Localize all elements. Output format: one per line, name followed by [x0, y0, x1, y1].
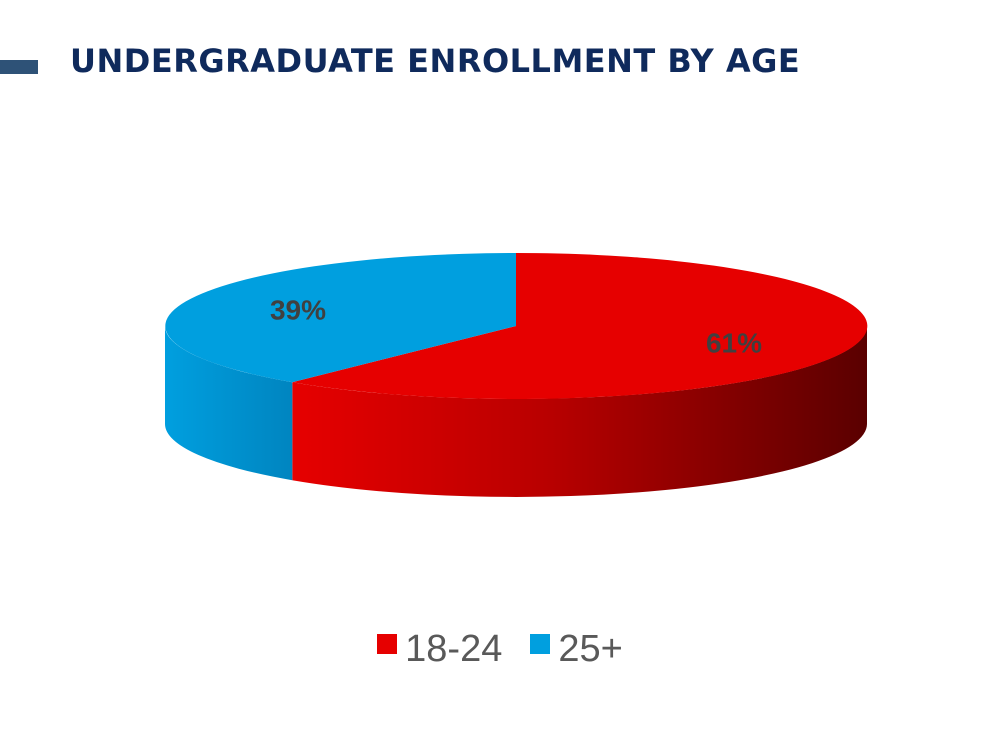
legend-swatch-18-24	[377, 633, 398, 654]
title-accent-bar	[0, 60, 38, 74]
legend-item-18-24: 18-24	[377, 628, 502, 671]
data-label-25-plus: 39%	[270, 295, 326, 326]
legend-swatch-25-plus	[530, 633, 551, 654]
pie-slice-25-plus	[165, 253, 516, 383]
pie-side-25-plus	[165, 326, 293, 481]
chart-legend: 18-24 25+	[0, 628, 1000, 671]
pie-slice-18-24	[292, 252, 868, 399]
pie-side-18-24	[292, 326, 867, 497]
legend-label-25-plus: 25+	[558, 628, 623, 670]
legend-item-25-plus: 25+	[530, 628, 623, 671]
page-title: UNDERGRADUATE ENROLLMENT BY AGE	[70, 42, 801, 80]
legend-label-18-24: 18-24	[405, 628, 503, 670]
data-label-18-24: 61%	[706, 327, 762, 358]
